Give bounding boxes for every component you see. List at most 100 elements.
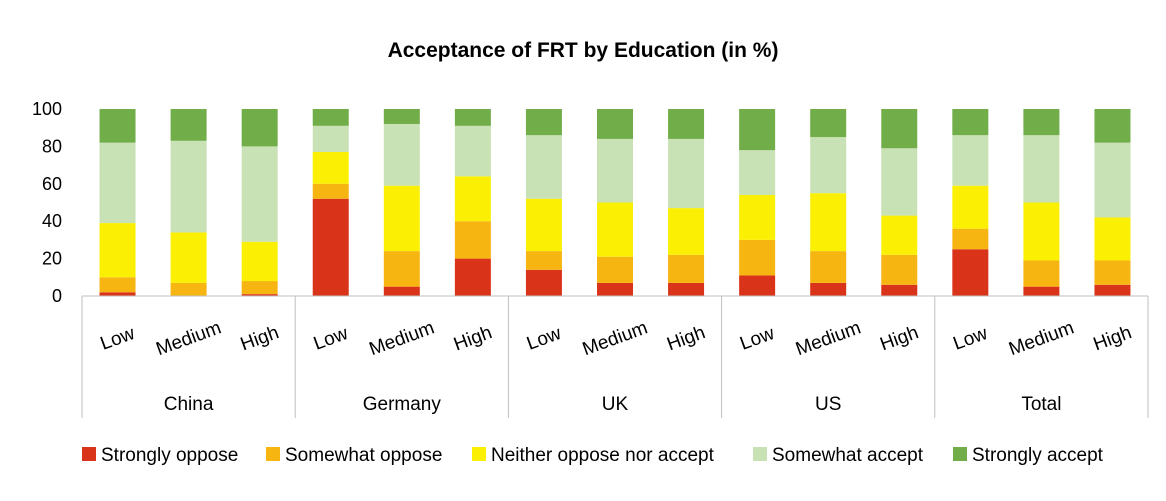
legend-item: Neither oppose nor accept	[472, 445, 715, 466]
group-label: US	[815, 394, 841, 415]
bar-segment	[952, 185, 989, 229]
bar-segment	[170, 282, 207, 296]
bar-segment	[1094, 142, 1131, 218]
legend-swatch	[472, 447, 486, 461]
bar-segment	[383, 109, 420, 124]
bar-segment	[739, 239, 776, 276]
bar-segment	[952, 135, 989, 186]
bar-segment	[241, 281, 278, 295]
bar-segment	[454, 221, 491, 259]
bar-segment	[1023, 109, 1060, 136]
bar-segment	[170, 140, 207, 233]
bar-segment	[454, 125, 491, 177]
bar-segment	[668, 109, 705, 139]
x-tick-label: Low	[950, 323, 990, 355]
x-tick-label: High	[238, 322, 282, 355]
bar-segment	[525, 135, 562, 199]
group-label: UK	[602, 394, 629, 415]
bar-segment	[1094, 284, 1131, 296]
bar-segment	[99, 142, 136, 224]
bar-segment	[952, 228, 989, 250]
bar-segment	[99, 277, 136, 293]
bar-segment	[881, 148, 918, 216]
bar-segment	[881, 215, 918, 255]
bar-segment	[454, 176, 491, 222]
bar-segment	[525, 198, 562, 252]
x-tick-label: Medium	[367, 317, 438, 360]
bar-segment	[99, 223, 136, 278]
x-tick-label: Low	[98, 323, 138, 355]
group-label: China	[164, 394, 214, 415]
bar-segment	[952, 249, 989, 296]
bar-segment	[525, 251, 562, 270]
group-label: Total	[1021, 394, 1061, 415]
bar-segment	[241, 294, 278, 296]
bar-segment	[810, 251, 847, 283]
legend-label: Neither oppose nor accept	[491, 445, 715, 466]
bar-segment	[383, 185, 420, 252]
legend-swatch	[82, 447, 96, 461]
bar-segment	[170, 109, 207, 141]
bar-segment	[1023, 202, 1060, 261]
x-tick-label: High	[664, 322, 708, 355]
legend-label: Strongly oppose	[101, 445, 238, 466]
x-tick-label: Low	[524, 323, 564, 355]
bar-segment	[99, 292, 136, 296]
legend-swatch	[753, 447, 767, 461]
bar-segment	[597, 202, 633, 257]
bar-segment	[99, 109, 136, 143]
bar-segment	[668, 208, 705, 255]
y-tick-label: 0	[52, 286, 62, 306]
y-tick-label: 20	[42, 249, 62, 269]
legend-item: Strongly accept	[953, 445, 1104, 466]
bar-segment	[810, 109, 847, 138]
bar-segment	[241, 241, 278, 282]
bar-segment	[597, 138, 633, 203]
bar-segment	[1094, 217, 1131, 261]
bar-segment	[739, 150, 776, 196]
bar-segment	[454, 258, 491, 296]
y-tick-label: 80	[42, 136, 62, 156]
y-tick-label: 40	[42, 211, 62, 231]
bar-segment	[1023, 286, 1060, 296]
bar-segment	[1023, 260, 1060, 287]
bar-segment	[312, 152, 349, 184]
bar-segment	[241, 146, 278, 242]
y-tick-label: 100	[32, 99, 62, 119]
bar-segment	[881, 254, 918, 285]
bar-segment	[597, 109, 633, 139]
bar-segment	[668, 254, 705, 283]
legend-item: Somewhat accept	[753, 445, 924, 466]
bar-segment	[525, 269, 562, 296]
bar-segment	[597, 256, 633, 283]
bar-segment	[454, 109, 491, 126]
bar-segment	[739, 195, 776, 240]
bar-segment	[312, 198, 349, 296]
bar-segment	[525, 109, 562, 136]
bar-segment	[312, 183, 349, 199]
chart-title: Acceptance of FRT by Education (in %)	[388, 39, 779, 62]
x-tick-label: Medium	[793, 317, 864, 360]
bar-segment	[312, 125, 349, 153]
bar-segment	[668, 282, 705, 296]
x-axis: Low Medium High China Low Medium High Germany Lo…	[81, 295, 1149, 418]
bar-segment	[1094, 109, 1131, 143]
bar-segment	[170, 232, 207, 283]
bar-segment	[1023, 135, 1060, 203]
legend-label: Strongly accept	[972, 445, 1104, 466]
bar-segment	[881, 284, 918, 296]
bars	[99, 109, 1131, 296]
bar-segment	[1094, 260, 1131, 285]
legend: Strongly oppose Somewhat oppose Neither op…	[82, 445, 1104, 466]
legend-label: Somewhat oppose	[285, 445, 442, 466]
legend-item: Somewhat oppose	[266, 445, 442, 466]
legend-swatch	[953, 447, 967, 461]
x-tick-label: Low	[311, 323, 351, 355]
x-tick-label: Medium	[580, 317, 651, 360]
x-tick-label: High	[451, 322, 495, 355]
bar-segment	[881, 109, 918, 149]
x-tick-label: High	[1091, 322, 1135, 355]
bar-segment	[668, 138, 705, 209]
